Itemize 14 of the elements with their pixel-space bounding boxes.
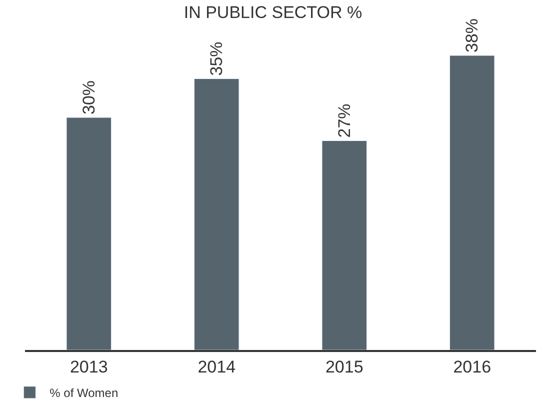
x-tick-label: 2016 [453,357,492,376]
bar [322,140,367,350]
x-tick-label: 2015 [325,357,364,376]
data-label: 30% [79,80,98,114]
legend-label: % of Women [50,386,118,400]
x-tick-label: 2014 [198,357,236,376]
bar [66,117,112,350]
bar [450,55,495,350]
chart-title: IN PUBLIC SECTOR % [184,3,362,22]
bar [194,78,240,350]
x-tick-label: 2013 [70,357,108,376]
data-label: 27% [334,104,354,138]
data-label: 35% [207,42,226,76]
data-label: 38% [462,18,482,52]
